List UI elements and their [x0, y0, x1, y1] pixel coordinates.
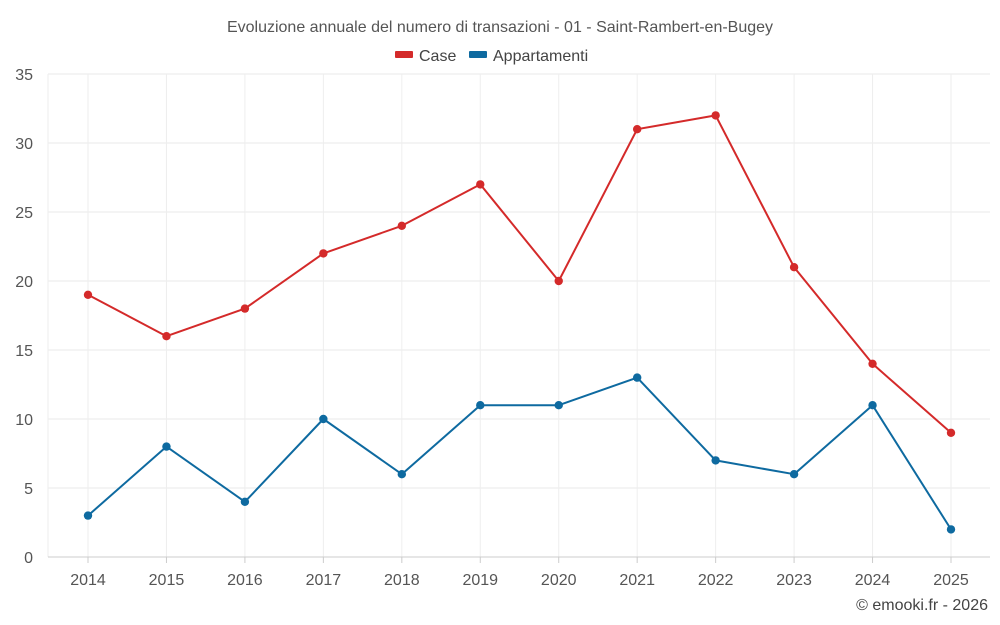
data-point-case[interactable]: [240, 304, 250, 313]
y-tick-label: 15: [15, 343, 33, 360]
x-tick-label: 2024: [855, 572, 891, 589]
data-point-case[interactable]: [789, 263, 799, 272]
data-point-case[interactable]: [868, 359, 877, 368]
legend-swatch-case: [395, 51, 413, 58]
x-tick-label: 2025: [933, 572, 969, 589]
credit-text: © emooki.fr - 2026: [856, 597, 988, 614]
data-point-case[interactable]: [83, 290, 93, 299]
data-point-case[interactable]: [711, 111, 720, 120]
x-tick-label: 2021: [619, 572, 655, 589]
data-point-appartamenti[interactable]: [946, 525, 956, 534]
y-tick-label: 20: [15, 274, 33, 291]
data-point-appartamenti[interactable]: [397, 470, 407, 479]
data-point-case[interactable]: [397, 221, 407, 230]
data-point-appartamenti[interactable]: [868, 401, 877, 410]
data-point-appartamenti[interactable]: [83, 511, 93, 520]
data-point-case[interactable]: [319, 249, 328, 258]
y-tick-label: 35: [15, 67, 33, 84]
series-line-case: [87, 114, 952, 434]
data-point-appartamenti[interactable]: [789, 470, 799, 479]
data-point-appartamenti[interactable]: [554, 401, 563, 410]
data-point-case[interactable]: [162, 332, 171, 341]
data-point-case[interactable]: [476, 180, 485, 189]
chart-title: Evoluzione annuale del numero di transaz…: [227, 19, 773, 36]
data-point-case[interactable]: [946, 428, 956, 437]
legend: Case Appartamenti: [395, 48, 588, 65]
legend-label-appartamenti: Appartamenti: [493, 48, 588, 65]
series-layer: [83, 111, 956, 534]
grid: [47, 73, 990, 557]
y-tick-label: 25: [15, 205, 33, 222]
x-tick-label: 2019: [462, 572, 498, 589]
data-point-appartamenti[interactable]: [240, 497, 250, 506]
data-point-appartamenti[interactable]: [711, 456, 720, 465]
x-tick-label: 2020: [541, 572, 577, 589]
x-tick-label: 2022: [698, 572, 734, 589]
legend-item-case[interactable]: Case: [395, 48, 456, 65]
data-point-case[interactable]: [554, 276, 563, 286]
y-tick-label: 0: [24, 550, 33, 567]
x-tick-label: 2016: [227, 572, 263, 589]
x-tick-label: 2018: [384, 572, 420, 589]
legend-swatch-appartamenti: [469, 51, 487, 58]
series-case: [83, 111, 956, 437]
x-tick-label: 2014: [70, 572, 106, 589]
y-tick-label: 5: [24, 481, 33, 498]
legend-label-case: Case: [419, 48, 456, 65]
series-appartamenti: [83, 373, 956, 534]
series-line-appartamenti: [87, 376, 952, 531]
y-tick-label: 30: [15, 136, 33, 153]
x-tick-label: 2015: [149, 572, 185, 589]
data-point-appartamenti[interactable]: [319, 414, 328, 424]
data-point-case[interactable]: [632, 125, 642, 134]
x-tick-label: 2017: [306, 572, 342, 589]
legend-item-appartamenti[interactable]: Appartamenti: [469, 48, 588, 65]
x-tick-label: 2023: [776, 572, 812, 589]
data-point-appartamenti[interactable]: [162, 442, 171, 451]
data-point-appartamenti[interactable]: [632, 373, 642, 382]
data-point-appartamenti[interactable]: [476, 401, 485, 410]
y-tick-label: 10: [15, 412, 33, 429]
